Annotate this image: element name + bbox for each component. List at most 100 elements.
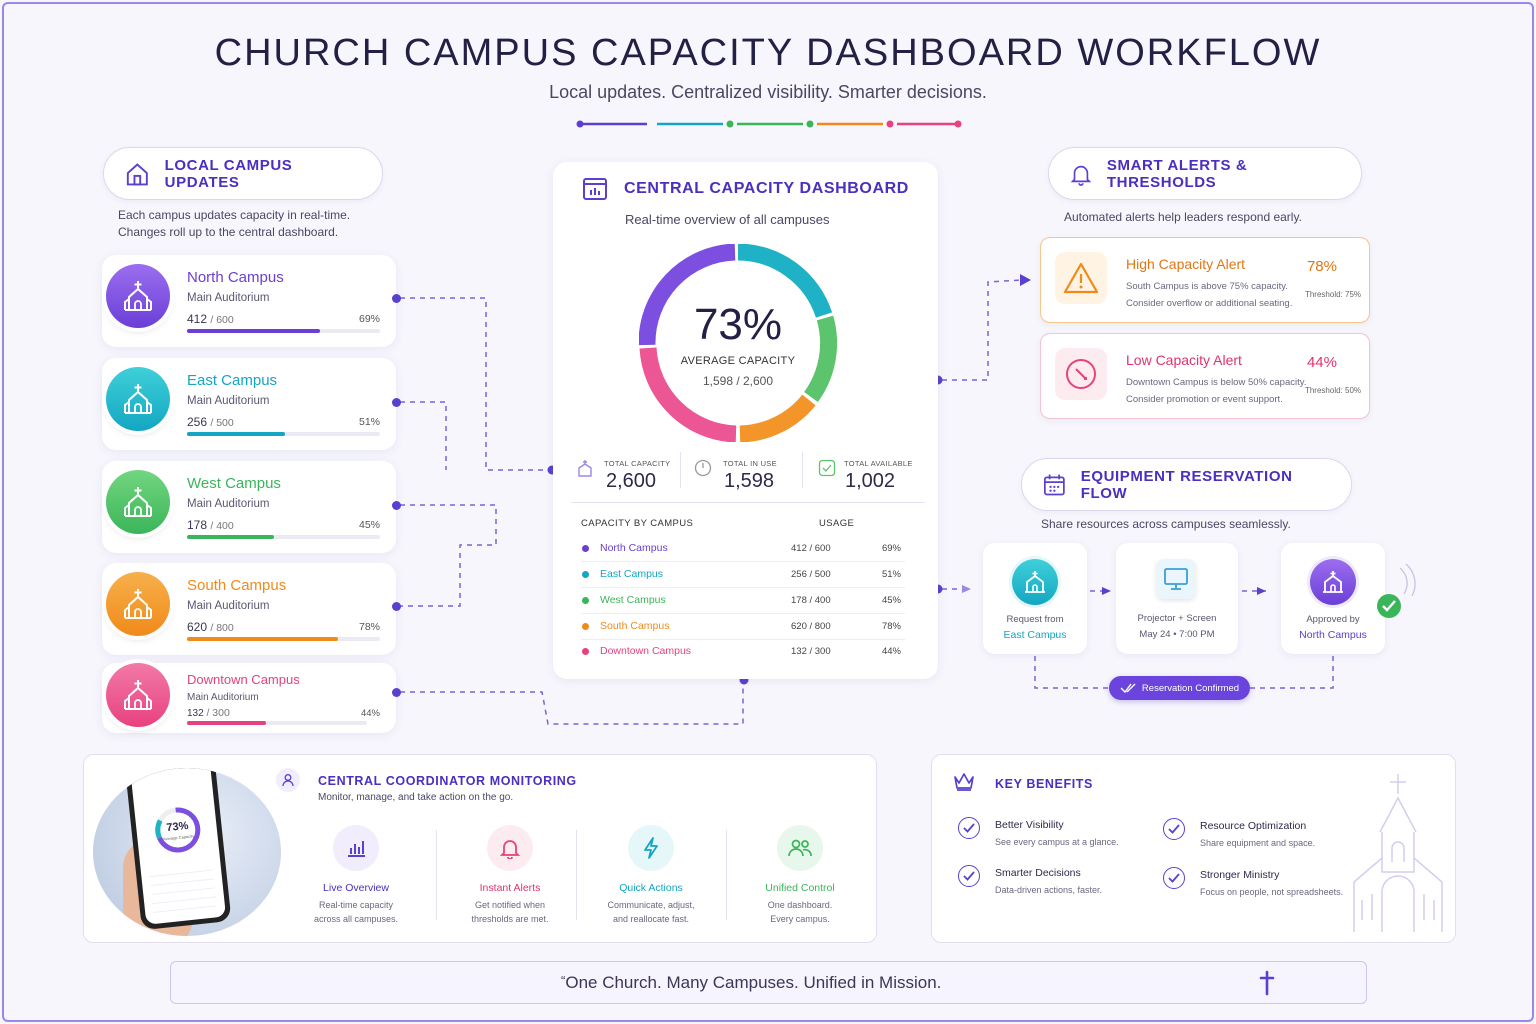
row-campus-name: South Campus bbox=[600, 620, 670, 632]
campus-pct: 69% bbox=[358, 313, 380, 325]
local-updates-desc: Each campus updates capacity in real-tim… bbox=[118, 207, 350, 241]
usage-heading: USAGE bbox=[819, 518, 855, 529]
campus-card[interactable]: West Campus Main Auditorium 178 / 400 45% bbox=[102, 461, 396, 553]
central-dashboard-title: CENTRAL CAPACITY DASHBOARD bbox=[624, 180, 909, 197]
table-row[interactable]: West Campus 178 / 400 45% bbox=[581, 589, 905, 614]
feature-desc: Get notified when thresholds are met. bbox=[445, 898, 575, 926]
row-count: 178 / 400 bbox=[791, 595, 831, 606]
row-pct: 45% bbox=[881, 595, 901, 606]
row-pct: 69% bbox=[881, 543, 901, 554]
high-alert-icon-box bbox=[1055, 252, 1107, 304]
high-capacity-alert[interactable]: High Capacity Alert South Campus is abov… bbox=[1040, 237, 1370, 323]
local-updates-header: LOCAL CAMPUS UPDATES bbox=[103, 147, 383, 200]
campus-progress-fill bbox=[187, 329, 321, 333]
campus-name: West Campus bbox=[187, 475, 281, 492]
benefit-check-icon bbox=[1163, 818, 1185, 840]
row-campus-name: West Campus bbox=[600, 594, 666, 606]
campus-used: 256 bbox=[187, 415, 208, 429]
stat-total-available-label: TOTAL AVAILABLE bbox=[844, 459, 913, 468]
key-benefits-card bbox=[931, 754, 1456, 943]
warning-icon bbox=[1063, 262, 1099, 294]
donut-label: AVERAGE CAPACITY bbox=[680, 355, 796, 367]
feature-unified-control: Unified Control One dashboard. Every camp… bbox=[735, 825, 865, 926]
campus-progress-bar bbox=[187, 432, 380, 436]
campus-name: North Campus bbox=[187, 269, 284, 286]
low-alert-pct: 44% bbox=[1306, 354, 1337, 371]
title-divider bbox=[576, 120, 962, 128]
equipment-flow-title: EQUIPMENT RESERVATION FLOW bbox=[1080, 467, 1293, 502]
campus-count: 132 / 300 bbox=[187, 707, 230, 719]
church-outline-icon bbox=[1353, 774, 1443, 932]
donut-segment-south bbox=[739, 394, 816, 442]
benefit-desc: See every campus at a glance. bbox=[995, 837, 1119, 847]
row-bullet bbox=[582, 648, 589, 655]
central-dashboard-card: CENTRAL CAPACITY DASHBOARD Real-time ove… bbox=[553, 162, 938, 679]
feature-desc-line: across all campuses. bbox=[313, 914, 399, 924]
campus-used: 412 bbox=[187, 312, 208, 326]
donut-percentage: 73% bbox=[693, 300, 783, 349]
church-small-icon bbox=[578, 460, 592, 477]
footer-quote-text: “One Church. Many Campuses. Unified in M… bbox=[561, 973, 941, 993]
page-title: CHURCH CAMPUS CAPACITY DASHBOARD WORKFLO… bbox=[214, 32, 1322, 74]
table-row[interactable]: North Campus 412 / 600 69% bbox=[581, 537, 905, 562]
local-updates-title: LOCAL CAMPUS UPDATES bbox=[164, 156, 293, 191]
equipment-date: May 24 • 7:00 PM bbox=[1139, 629, 1215, 640]
church-icon bbox=[106, 663, 170, 727]
benefit-check-icon bbox=[958, 865, 980, 887]
request-church-icon bbox=[1012, 559, 1058, 605]
campus-location: Main Auditorium bbox=[187, 692, 259, 703]
benefit-resource-optimization: Resource Optimization Share equipment an… bbox=[1163, 818, 1383, 852]
key-benefits-title: KEY BENEFITS bbox=[995, 777, 1093, 791]
table-row[interactable]: Downtown Campus 132 / 300 44% bbox=[581, 640, 905, 665]
projector-icon-box bbox=[1156, 559, 1196, 599]
equipment-item: Projector + Screen bbox=[1137, 613, 1217, 624]
row-bullet bbox=[582, 571, 589, 578]
benefit-title: Resource Optimization bbox=[1200, 820, 1307, 832]
row-bullet bbox=[582, 545, 589, 552]
footer-quote-bar: “One Church. Many Campuses. Unified in M… bbox=[170, 961, 1367, 1004]
stat-divider bbox=[680, 452, 681, 488]
feature-title: Unified Control bbox=[765, 882, 835, 894]
request-step[interactable]: Request from East Campus bbox=[983, 543, 1087, 654]
campus-name: South Campus bbox=[187, 577, 287, 594]
phone-donut bbox=[155, 807, 201, 853]
campus-card[interactable]: North Campus Main Auditorium 412 / 600 69% bbox=[102, 255, 396, 347]
church-icon bbox=[1025, 571, 1045, 593]
feature-live-overview: Live Overview Real-time capacity across a… bbox=[291, 825, 421, 926]
row-pct: 44% bbox=[881, 646, 901, 657]
benefit-smarter-decisions: Smarter Decisions Data-driven actions, f… bbox=[958, 865, 1158, 899]
campus-total: / 300 bbox=[206, 707, 230, 719]
low-alert-icon-box bbox=[1055, 348, 1107, 400]
feature-title: Live Overview bbox=[323, 882, 389, 894]
equipment-step[interactable]: Projector + Screen May 24 • 7:00 PM bbox=[1116, 543, 1238, 654]
users-icon bbox=[777, 825, 823, 871]
connector-dot bbox=[392, 294, 401, 303]
bar-chart-icon bbox=[333, 825, 379, 871]
table-row[interactable]: South Campus 620 / 800 78% bbox=[581, 615, 905, 640]
table-row[interactable]: East Campus 256 / 500 51% bbox=[581, 563, 905, 588]
low-alert-line2: Consider promotion or event support. bbox=[1126, 394, 1283, 405]
campus-card[interactable]: South Campus Main Auditorium 620 / 800 78% bbox=[102, 563, 396, 655]
checkmark-icon bbox=[1120, 683, 1136, 694]
campus-card[interactable]: Downtown Campus Main Auditorium 132 / 300 4… bbox=[102, 663, 396, 733]
campus-count: 412 / 600 bbox=[187, 312, 234, 326]
high-alert-pct: 78% bbox=[1306, 258, 1337, 275]
approved-step[interactable]: Approved by North Campus bbox=[1281, 543, 1385, 654]
central-dashboard-desc: Real-time overview of all campuses bbox=[625, 212, 830, 227]
row-count: 256 / 500 bbox=[791, 569, 831, 580]
campus-card[interactable]: East Campus Main Auditorium 256 / 500 51% bbox=[102, 358, 396, 450]
approved-church-icon bbox=[1310, 559, 1356, 605]
phone-screen: 73% Average Capacity bbox=[129, 768, 227, 925]
smart-alerts-title: SMART ALERTS & THRESHOLDS bbox=[1106, 156, 1248, 191]
low-capacity-alert[interactable]: Low Capacity Alert Downtown Campus is be… bbox=[1040, 333, 1370, 419]
connector-dot bbox=[392, 602, 401, 611]
average-capacity-donut bbox=[639, 244, 837, 442]
donut-segment-east bbox=[737, 244, 833, 318]
cross-icon bbox=[1259, 970, 1275, 996]
row-campus-name: Downtown Campus bbox=[600, 645, 692, 657]
feature-quick-actions: Quick Actions Communicate, adjust, and re… bbox=[586, 825, 716, 926]
low-alert-text: Downtown Campus is below 50% capacity. Co… bbox=[1126, 374, 1306, 408]
campus-used: 178 bbox=[187, 518, 208, 532]
monitor-icon bbox=[1164, 568, 1188, 590]
